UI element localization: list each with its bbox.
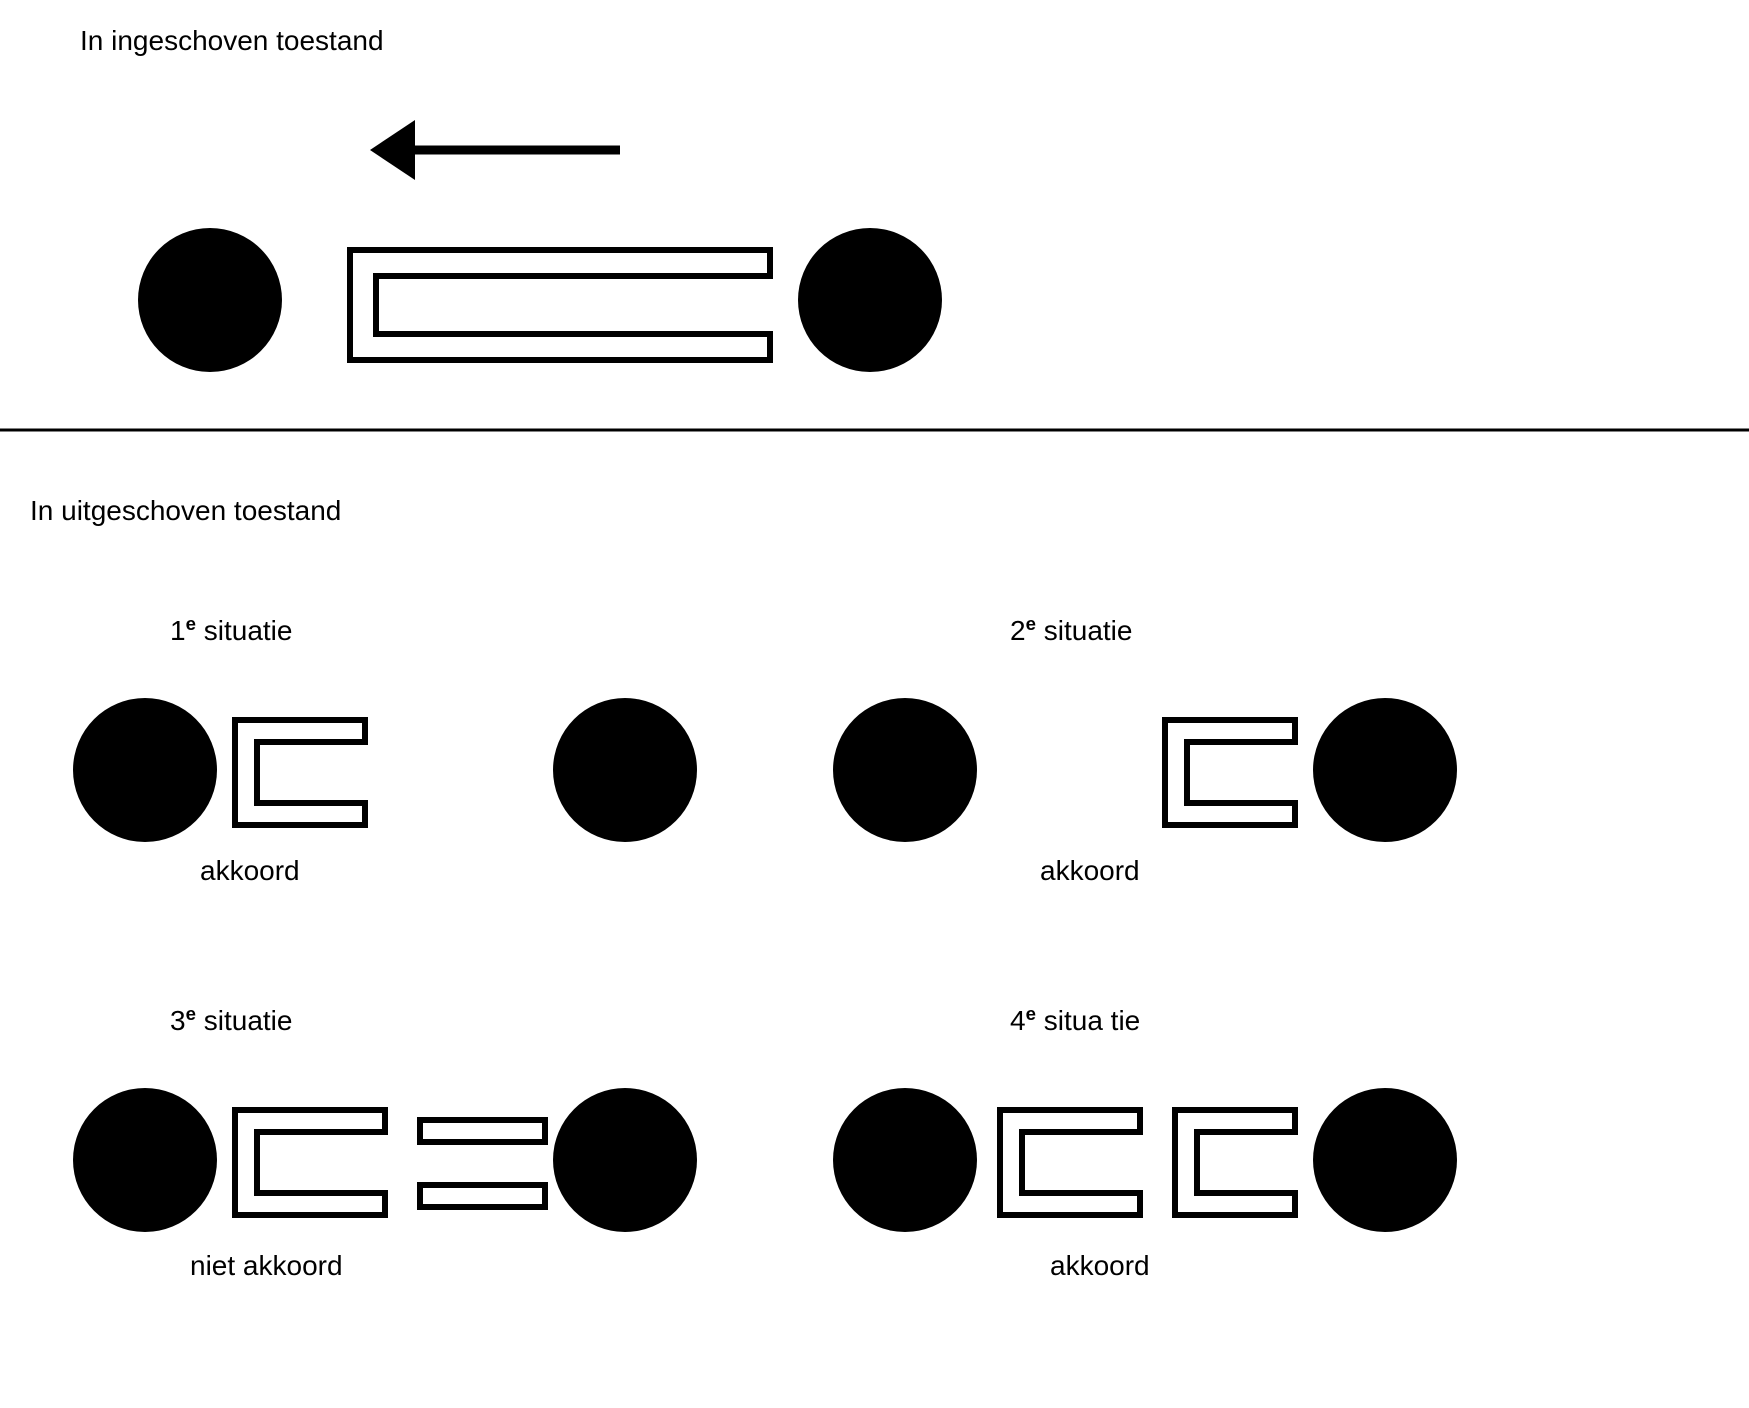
situation-1-bracket-1 — [235, 720, 365, 825]
bottom-title: In uitgeschoven toestand — [30, 495, 341, 526]
situation-1-label: 1e situatie — [170, 613, 292, 646]
situation-4-bracket-1 — [1000, 1110, 1140, 1215]
situation-1-circle-left — [73, 698, 217, 842]
situation-2-circle-right — [1313, 698, 1457, 842]
situation-2-verdict: akkoord — [1040, 855, 1140, 886]
situation-4-verdict: akkoord — [1050, 1250, 1150, 1281]
situation-4-bracket-2 — [1175, 1110, 1295, 1215]
situation-2-bracket-1 — [1165, 720, 1295, 825]
situation-3-circle-right — [553, 1088, 697, 1232]
situation-3-bracket-1 — [235, 1110, 385, 1215]
situation-3-bar-2 — [420, 1185, 545, 1207]
situation-3-verdict: niet akkoord — [190, 1250, 343, 1281]
situation-2-circle-left — [833, 698, 977, 842]
situation-2-label: 2e situatie — [1010, 613, 1132, 646]
top-ubracket — [350, 250, 770, 360]
situation-4-circle-right — [1313, 1088, 1457, 1232]
direction-arrow-icon — [370, 120, 620, 180]
situation-4-label: 4e situa tie — [1010, 1003, 1140, 1036]
situation-3-circle-left — [73, 1088, 217, 1232]
top-title: In ingeschoven toestand — [80, 25, 384, 56]
situation-1-circle-right — [553, 698, 697, 842]
top-circle-left — [138, 228, 282, 372]
top-circle-right — [798, 228, 942, 372]
situation-3-bar-1 — [420, 1120, 545, 1142]
situation-4-circle-left — [833, 1088, 977, 1232]
situation-3-label: 3e situatie — [170, 1003, 292, 1036]
situation-1-verdict: akkoord — [200, 855, 300, 886]
